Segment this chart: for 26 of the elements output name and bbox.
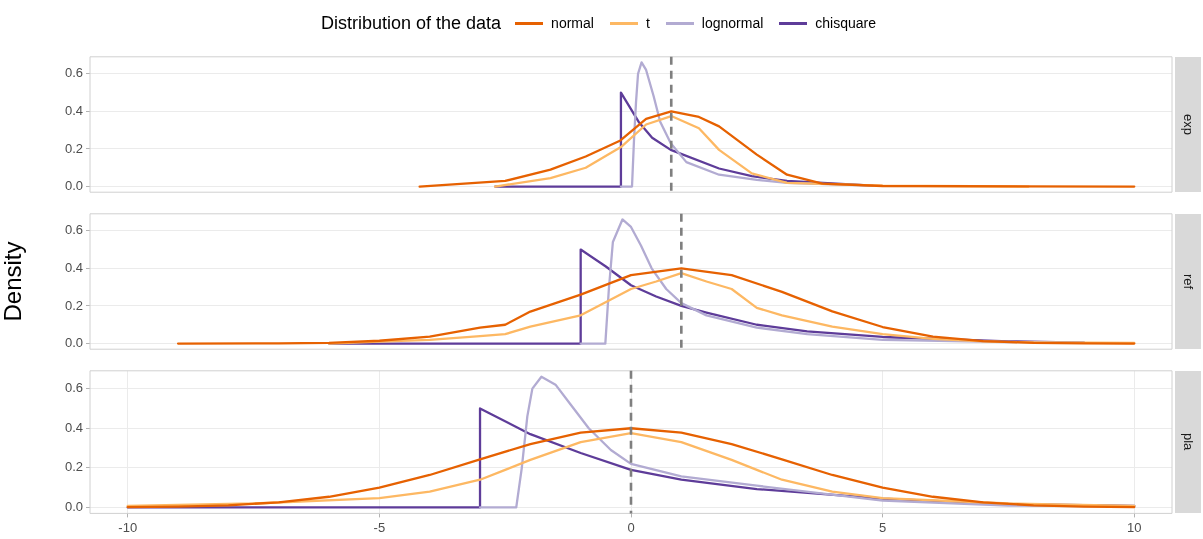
y-tick-label: 0.4 bbox=[64, 259, 83, 275]
y-tick-label: 0.2 bbox=[64, 140, 83, 156]
text: ref bbox=[1180, 273, 1196, 290]
x-tick-label: 5 bbox=[879, 519, 887, 535]
y-tick-label: 0.2 bbox=[64, 297, 83, 313]
x-tick-label: -5 bbox=[373, 519, 386, 535]
y-axis-title: Density bbox=[0, 241, 27, 322]
y-tick-label: 0.6 bbox=[64, 222, 83, 238]
y-tick-label: 0.4 bbox=[64, 419, 83, 435]
y-tick-label: 0.2 bbox=[64, 459, 83, 475]
legend-label: lognormal bbox=[701, 15, 764, 31]
y-tick-label: 0.0 bbox=[64, 178, 83, 194]
y-tick-label: 0.6 bbox=[64, 65, 83, 81]
x-tick-label: -10 bbox=[118, 519, 138, 535]
legend-title: Distribution of the data bbox=[321, 12, 502, 34]
y-tick-label: 0.4 bbox=[64, 102, 83, 118]
y-tick-label: 0.6 bbox=[64, 380, 83, 396]
y-tick-label: 0.0 bbox=[64, 499, 83, 515]
legend-label: normal bbox=[551, 15, 594, 31]
x-tick-label: 0 bbox=[627, 519, 635, 535]
text: pla bbox=[1180, 433, 1196, 451]
x-tick-label: 10 bbox=[1127, 519, 1142, 535]
y-tick-label: 0.0 bbox=[64, 335, 83, 351]
text: exp bbox=[1180, 114, 1196, 135]
legend-label: t bbox=[645, 15, 650, 31]
legend-label: chisquare bbox=[815, 15, 876, 31]
